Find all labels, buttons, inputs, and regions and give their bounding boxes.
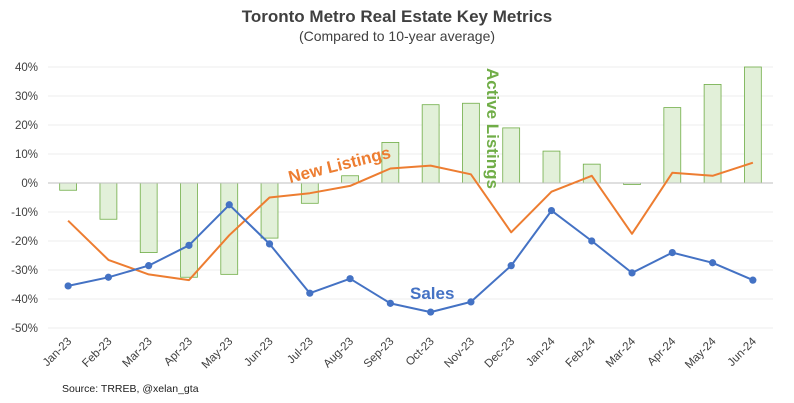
- sales-point: [467, 298, 475, 306]
- gridlines: [48, 66, 773, 329]
- sales-point: [628, 269, 636, 277]
- active-listings-bar: [542, 150, 561, 184]
- x-tick-label: Apr-24: [646, 335, 679, 368]
- y-tick-label: -50%: [11, 323, 38, 335]
- y-tick-label: 20%: [15, 120, 38, 132]
- x-tick-label: Jun-24: [726, 335, 760, 369]
- x-tick-label: Aug-23: [321, 336, 356, 371]
- active-listings-bar: [462, 102, 480, 184]
- sales-point: [265, 240, 274, 248]
- line-series: [64, 161, 757, 316]
- chart-title: Toronto Metro Real Estate Key Metrics: [242, 7, 552, 26]
- series-label-new-listings: New Listings: [286, 143, 392, 187]
- sales-point: [185, 241, 193, 249]
- y-axis-labels: 40% 30% 20% 10% 0% -10% -20% -30% -40% -50%: [11, 62, 38, 335]
- active-listings-bar: [663, 107, 682, 184]
- active-listings-bar: [341, 175, 359, 184]
- active-listings-bar: [582, 163, 601, 184]
- y-tick-label: -20%: [11, 236, 38, 248]
- x-tick-label: May-24: [683, 335, 719, 371]
- x-tick-label: Oct-23: [404, 336, 437, 369]
- series-label-sales: Sales: [410, 284, 454, 303]
- sales-point: [708, 259, 717, 267]
- sales-point: [668, 249, 676, 257]
- active-listings-bar: [180, 182, 198, 278]
- x-tick-label: Apr-23: [162, 336, 195, 369]
- active-listings-bar: [139, 182, 158, 253]
- sales-point: [507, 262, 515, 270]
- x-tick-label: Jan-23: [41, 336, 74, 369]
- active-listings-bars: [59, 66, 762, 278]
- x-tick-label: Feb-24: [564, 335, 599, 370]
- sales-point: [588, 237, 596, 245]
- sales-point: [427, 308, 435, 316]
- sales-point: [104, 273, 113, 281]
- x-tick-label: Feb-23: [80, 336, 114, 370]
- sales-point: [547, 206, 556, 215]
- active-listings-bar: [421, 104, 440, 184]
- x-tick-label: Jun-23: [242, 336, 275, 369]
- y-tick-label: -40%: [11, 294, 38, 306]
- active-listings-bar: [99, 182, 118, 220]
- x-tick-label: Jul-23: [285, 336, 316, 367]
- active-listings-bar: [260, 182, 279, 239]
- new-listings-line: [67, 161, 754, 282]
- sales-point: [145, 262, 153, 270]
- sales-line: [67, 203, 754, 314]
- active-listings-bar: [502, 127, 521, 184]
- sales-point: [386, 299, 394, 307]
- x-tick-label: Mar-23: [121, 336, 155, 370]
- sales-point: [225, 201, 233, 209]
- sales-point: [64, 282, 72, 290]
- x-axis-labels: Jan-23 Feb-23 Mar-23 Apr-23 May-23 Jun-23 Jul-…: [41, 335, 759, 371]
- active-listings-bar: [59, 182, 77, 191]
- y-tick-label: 10%: [15, 149, 38, 161]
- series-label-active-listings: Active Listings: [483, 68, 502, 189]
- y-tick-label: 0%: [21, 178, 38, 190]
- x-tick-label: Mar-24: [604, 335, 639, 370]
- y-tick-label: 40%: [15, 62, 38, 74]
- x-tick-label: Jan-24: [524, 335, 558, 369]
- y-tick-label: 30%: [15, 91, 38, 103]
- x-tick-label: May-23: [200, 336, 236, 372]
- x-tick-label: Nov-23: [442, 336, 477, 371]
- sales-point: [306, 289, 314, 297]
- active-listings-bar: [703, 84, 722, 184]
- sales-point: [749, 276, 757, 284]
- chart-subtitle: (Compared to 10-year average): [299, 28, 495, 44]
- y-tick-label: -30%: [11, 265, 38, 277]
- x-tick-label: Dec-23: [483, 336, 518, 371]
- source-note: Source: TRREB, @xelan_gta: [62, 383, 199, 395]
- y-tick-label: -10%: [11, 207, 38, 219]
- x-tick-label: Sep-23: [362, 336, 397, 371]
- sales-point: [346, 275, 354, 283]
